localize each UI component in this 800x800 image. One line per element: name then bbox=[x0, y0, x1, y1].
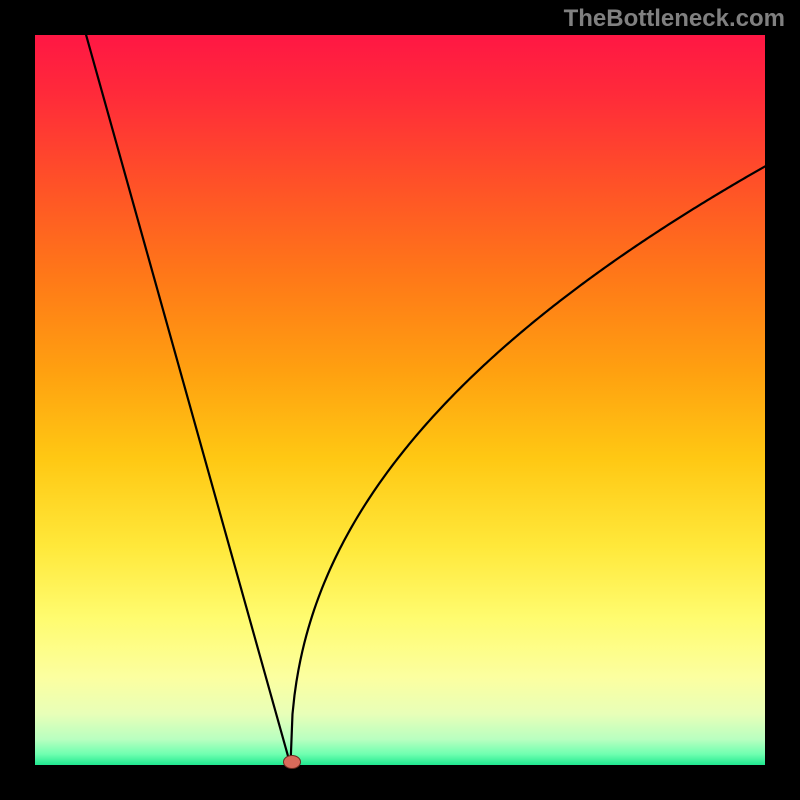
chart-plot-area bbox=[35, 35, 765, 765]
chart-minimum-marker bbox=[283, 755, 301, 769]
chart-curves bbox=[35, 35, 765, 765]
watermark: TheBottleneck.com bbox=[564, 5, 785, 33]
